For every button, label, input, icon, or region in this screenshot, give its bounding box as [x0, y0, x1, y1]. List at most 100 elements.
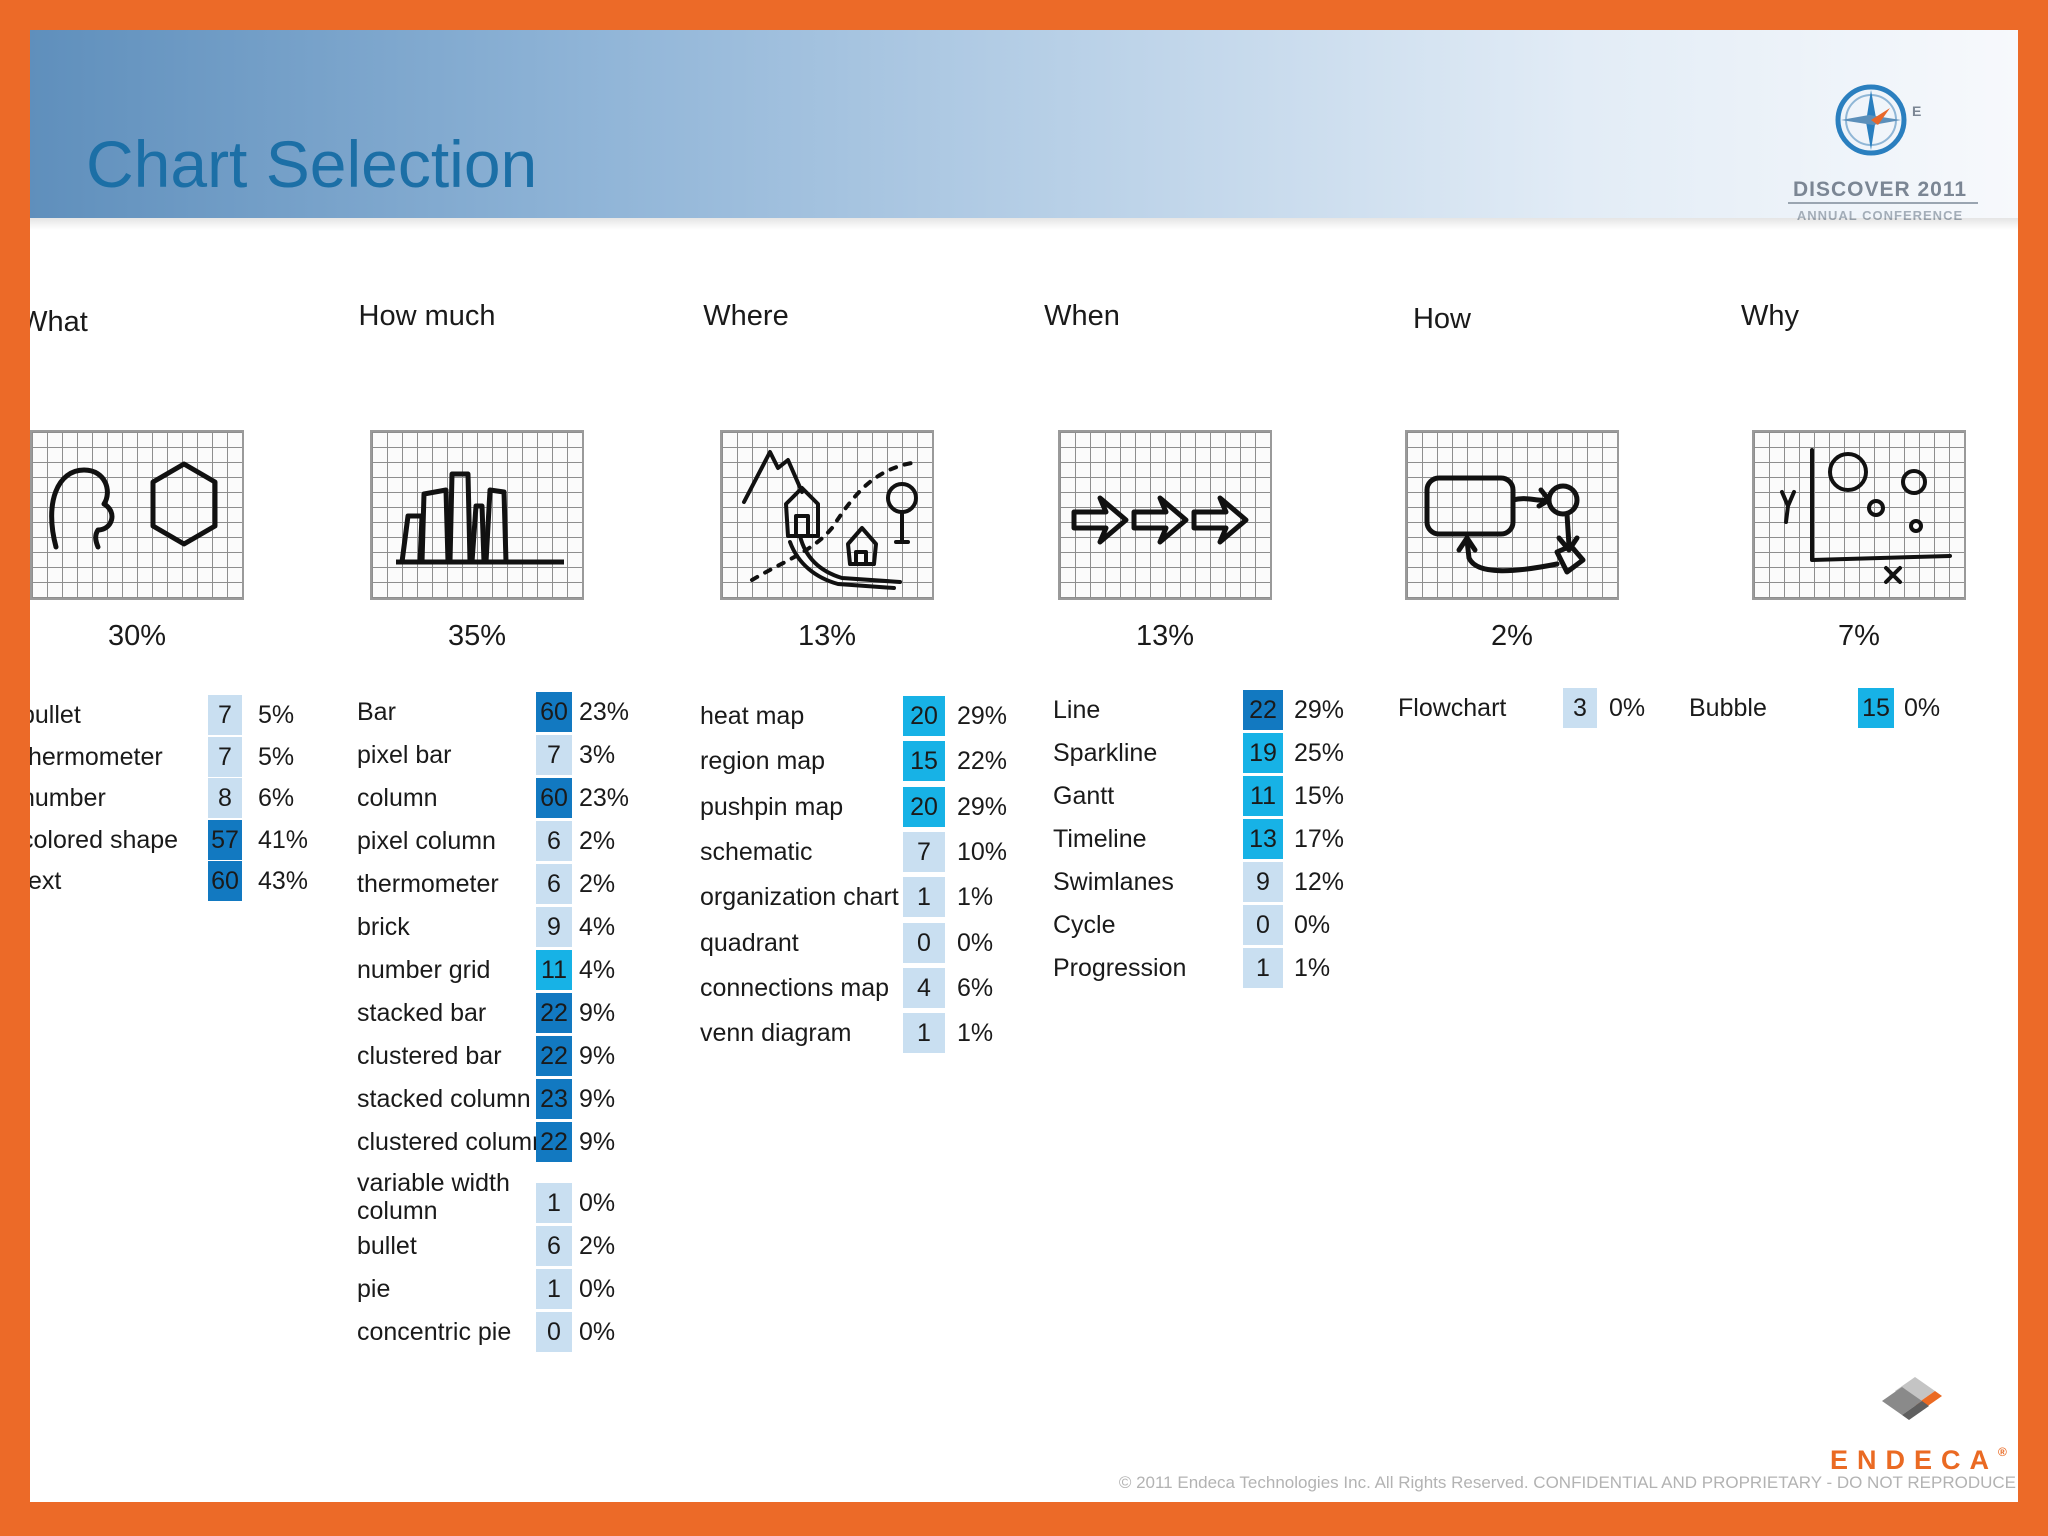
row-percent: 23%	[579, 698, 630, 726]
table-row: Flowchart 3 0%	[1398, 688, 1687, 728]
row-percent: 0%	[957, 928, 994, 957]
column-share-how: 2%	[1491, 620, 1533, 652]
header-band: Chart Selection E DISCOVER 2011 ANNUAL C…	[30, 30, 2018, 230]
row-percent: 6%	[957, 973, 994, 1002]
row-label: pushpin map	[700, 792, 844, 821]
row-percent: 17%	[1294, 825, 1345, 853]
row-percent: 29%	[957, 702, 1008, 730]
row-percent: 5%	[258, 701, 295, 729]
row-count: 60	[536, 692, 572, 732]
row-count: 60	[208, 861, 242, 902]
row-count: 6	[536, 821, 572, 861]
endeca-diamond-icon	[1882, 1377, 1942, 1420]
row-percent: 29%	[1294, 696, 1345, 724]
row-count: 1	[1243, 948, 1283, 988]
table-row: heat map 20 29%	[700, 696, 1035, 736]
row-count: 7	[208, 695, 242, 735]
row-percent: 1%	[957, 883, 994, 912]
footer-copyright: © 2011 Endeca Technologies Inc. All Righ…	[1118, 1473, 2016, 1492]
row-count: 1	[903, 1013, 945, 1054]
row-label: concentric pie	[357, 1318, 512, 1346]
row-label: organization chart	[700, 883, 899, 912]
row-percent: 10%	[957, 837, 1008, 866]
table-row: stacked column 23 9%	[357, 1079, 657, 1119]
row-label: schematic	[700, 837, 813, 866]
column-share-where: 13%	[797, 620, 857, 652]
row-label: quadrant	[700, 928, 799, 957]
row-label: number grid	[357, 956, 491, 984]
row-percent: 0%	[1904, 694, 1941, 722]
row-percent: 4%	[579, 956, 616, 984]
row-label: Sparkline	[1053, 739, 1158, 767]
conference-name: DISCOVER 2011	[1792, 178, 1968, 201]
table-row: bullet 6 2%	[357, 1226, 657, 1266]
row-count: 22	[1243, 690, 1283, 730]
row-percent: 2%	[579, 827, 616, 855]
row-count: 0	[1243, 905, 1283, 945]
row-count: 9	[536, 907, 572, 947]
table-row: Line 22 29%	[1053, 690, 1372, 730]
table-row: Bubble 15 0%	[1689, 688, 1982, 728]
page-title: Chart Selection	[86, 127, 538, 201]
compass-letter: E	[1912, 103, 1921, 119]
row-label: heat map	[700, 702, 805, 730]
row-label: stacked column	[357, 1085, 531, 1113]
table-row: pixel column 6 2%	[357, 821, 657, 861]
endeca-wordmark: ENDECA	[1830, 1445, 1999, 1475]
row-percent: 25%	[1294, 739, 1345, 767]
row-count: 1	[903, 877, 945, 918]
row-percent: 3%	[579, 741, 616, 769]
registered-mark: ®	[1998, 1445, 2007, 1459]
row-percent: 5%	[258, 742, 295, 771]
row-percent: 41%	[258, 825, 309, 854]
row-percent: 0%	[1609, 694, 1646, 722]
row-label: bullet	[357, 1232, 417, 1260]
row-percent: 1%	[957, 1019, 994, 1048]
row-percent: 2%	[579, 870, 616, 898]
row-count: 7	[903, 831, 945, 872]
table-row: colored shape 57 41%	[30, 819, 336, 860]
conference-subtitle: ANNUAL CONFERENCE	[1796, 208, 1964, 223]
column-heading-why: Why	[1741, 300, 1799, 332]
row-label: Progression	[1053, 954, 1187, 982]
table-row: number grid 11 4%	[357, 950, 657, 990]
row-label: connections map	[700, 973, 890, 1002]
row-percent: 2%	[579, 1232, 616, 1260]
row-count: 15	[903, 741, 945, 782]
column-share-when: 13%	[1135, 620, 1195, 652]
column-share-how-much: 35%	[447, 620, 507, 652]
row-label: Flowchart	[1398, 694, 1507, 722]
row-label: venn diagram	[700, 1019, 852, 1048]
row-count: 9	[1243, 862, 1283, 902]
row-label: stacked bar	[357, 999, 487, 1027]
column-share-why: 7%	[1838, 620, 1880, 652]
row-percent: 9%	[579, 1042, 616, 1070]
row-label: Line	[1053, 696, 1101, 724]
row-label: Bubble	[1689, 694, 1767, 722]
row-percent: 23%	[579, 784, 630, 812]
row-count: 1	[536, 1183, 572, 1223]
table-row: venn diagram 1 1%	[700, 1013, 1035, 1054]
row-count: 22	[536, 993, 572, 1033]
table-row: text 60 43%	[30, 861, 336, 902]
row-label: thermometer	[357, 870, 499, 898]
row-count: 60	[536, 778, 572, 818]
table-row: column 60 23%	[357, 778, 657, 818]
timeline-arrows-sketch-icon	[1058, 430, 1272, 600]
row-label: colored shape	[30, 825, 179, 854]
table-row: Progression 1 1%	[1053, 948, 1372, 988]
row-percent: 43%	[258, 867, 309, 896]
row-count: 4	[903, 967, 945, 1008]
row-count: 22	[536, 1122, 572, 1162]
row-count: 0	[903, 922, 945, 963]
row-label: Bar	[357, 698, 396, 726]
row-percent: 9%	[579, 1085, 616, 1113]
table-row: number 8 6%	[30, 778, 336, 819]
row-percent: 1%	[1294, 954, 1331, 982]
table-row: pixel bar 7 3%	[357, 735, 657, 775]
row-percent: 29%	[957, 792, 1008, 821]
row-percent: 0%	[579, 1275, 616, 1303]
row-label: number	[30, 784, 106, 813]
table-row: clustered column 22 9%	[357, 1122, 657, 1162]
map-sketch-icon	[720, 430, 934, 600]
